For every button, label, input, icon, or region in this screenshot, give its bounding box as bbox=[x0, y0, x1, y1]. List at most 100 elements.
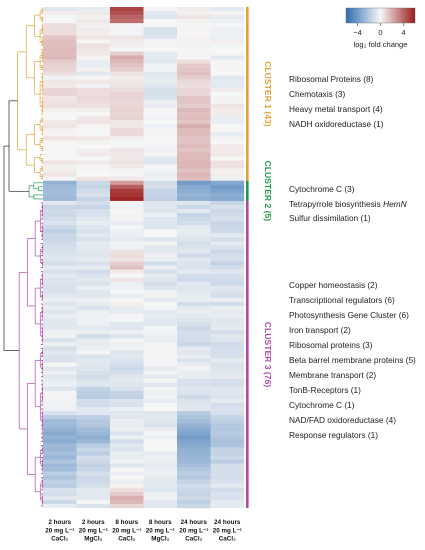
heatmap-cell bbox=[210, 281, 245, 286]
heatmap-cell bbox=[210, 411, 245, 416]
heatmap-cell bbox=[76, 435, 111, 440]
heatmap-cell bbox=[43, 261, 77, 266]
heatmap-cell bbox=[177, 160, 211, 165]
heatmap-cell bbox=[110, 265, 144, 270]
heatmap-cell bbox=[110, 160, 144, 165]
heatmap-cell bbox=[143, 423, 178, 428]
heatmap-cell bbox=[76, 261, 111, 266]
heatmap-cell bbox=[110, 91, 144, 97]
heatmap-cell bbox=[143, 11, 178, 16]
heatmap-cell bbox=[177, 423, 211, 428]
heatmap-cell bbox=[210, 398, 245, 404]
heatmap-cell bbox=[43, 103, 77, 109]
heatmap-cell bbox=[143, 140, 178, 145]
heatmap-cell bbox=[110, 463, 144, 468]
heatmap-cell bbox=[43, 27, 77, 32]
heatmap-cell bbox=[43, 277, 77, 282]
heatmap-cell bbox=[210, 144, 245, 149]
heatmap-cell bbox=[43, 479, 77, 484]
heatmap-cell bbox=[110, 415, 144, 420]
cluster-bar bbox=[246, 7, 249, 181]
heatmap-cell bbox=[76, 285, 111, 291]
heatmap-cell bbox=[110, 277, 144, 282]
heatmap-cell bbox=[210, 479, 245, 484]
heatmap-cell bbox=[76, 459, 111, 464]
heatmap-cell bbox=[43, 366, 77, 371]
heatmap-cell bbox=[177, 326, 211, 331]
heatmap-cell bbox=[143, 475, 178, 480]
heatmap-cell bbox=[43, 402, 77, 408]
heatmap-cell bbox=[177, 378, 211, 383]
heatmap-cell bbox=[43, 354, 77, 359]
heatmap-cell bbox=[76, 237, 111, 242]
heatmap-cell bbox=[210, 342, 245, 347]
heatmap-cell bbox=[177, 213, 211, 218]
heatmap-cell bbox=[110, 217, 144, 222]
category-label: Copper homeostasis (2) bbox=[289, 280, 378, 290]
category-label: Photosynthesis Gene Cluster (6) bbox=[289, 310, 409, 320]
heatmap-cell bbox=[43, 172, 77, 177]
heatmap-cell bbox=[110, 204, 144, 210]
category-label: Tetrapyrrole biosynthesis HemN bbox=[289, 199, 407, 209]
heatmap-cell bbox=[143, 293, 178, 299]
heatmap-cell bbox=[110, 257, 144, 262]
heatmap-cell bbox=[76, 447, 111, 452]
heatmap-cell bbox=[177, 71, 211, 76]
heatmap-cell bbox=[210, 390, 245, 396]
heatmap-cell bbox=[76, 99, 111, 105]
heatmap-cell bbox=[110, 479, 144, 484]
heatmap-cell bbox=[43, 99, 77, 105]
heatmap-cell bbox=[76, 322, 111, 327]
heatmap-cell bbox=[177, 435, 211, 440]
heatmap-cell bbox=[43, 301, 77, 307]
heatmap-cell bbox=[110, 411, 144, 416]
heatmap-cell bbox=[143, 245, 178, 250]
heatmap-cell bbox=[110, 47, 144, 52]
heatmap-cell bbox=[110, 221, 144, 226]
heatmap-cell bbox=[143, 318, 178, 323]
heatmap-cell bbox=[210, 128, 245, 133]
heatmap-cell bbox=[210, 7, 245, 12]
heatmap-cell bbox=[210, 362, 245, 367]
heatmap-cell bbox=[76, 346, 111, 351]
heatmap-cell bbox=[110, 213, 144, 218]
heatmap-cell bbox=[143, 487, 178, 493]
heatmap-cell bbox=[177, 503, 211, 509]
heatmap-cell bbox=[43, 398, 77, 404]
heatmap-cell bbox=[210, 269, 245, 274]
heatmap-cell bbox=[210, 499, 245, 505]
heatmap-cell bbox=[177, 398, 211, 404]
heatmap-cell bbox=[76, 213, 111, 218]
heatmap-cell bbox=[76, 463, 111, 468]
heatmap-cell bbox=[110, 253, 144, 258]
heatmap-cell bbox=[43, 419, 77, 424]
heatmap-cell bbox=[143, 91, 178, 97]
heatmap-cell bbox=[210, 415, 245, 420]
heatmap-cell bbox=[210, 31, 245, 36]
heatmap-cell bbox=[76, 415, 111, 420]
heatmap-cell bbox=[210, 23, 245, 28]
heatmap-cell bbox=[210, 132, 245, 137]
heatmap-cell bbox=[143, 330, 178, 335]
heatmap-cell bbox=[110, 423, 144, 428]
heatmap-cell bbox=[76, 390, 111, 396]
heatmap-cell bbox=[143, 136, 178, 141]
heatmap-cell bbox=[210, 431, 245, 436]
heatmap-cell bbox=[143, 281, 178, 286]
heatmap-cell bbox=[143, 269, 178, 274]
heatmap-cell bbox=[177, 342, 211, 347]
heatmap-cell bbox=[76, 51, 111, 56]
heatmap-cell bbox=[43, 156, 77, 161]
heatmap-cell bbox=[143, 19, 178, 24]
heatmap-cell bbox=[210, 318, 245, 323]
heatmap-cell bbox=[43, 463, 77, 468]
heatmap-cell bbox=[76, 19, 111, 24]
heatmap-cell bbox=[43, 427, 77, 432]
heatmap-cell bbox=[143, 27, 178, 32]
heatmap-cell bbox=[143, 427, 178, 432]
heatmap-cell bbox=[110, 79, 144, 84]
heatmap-cell bbox=[76, 112, 111, 117]
heatmap-cell bbox=[143, 47, 178, 52]
heatmap-cell bbox=[143, 237, 178, 242]
heatmap-cell bbox=[110, 406, 144, 412]
